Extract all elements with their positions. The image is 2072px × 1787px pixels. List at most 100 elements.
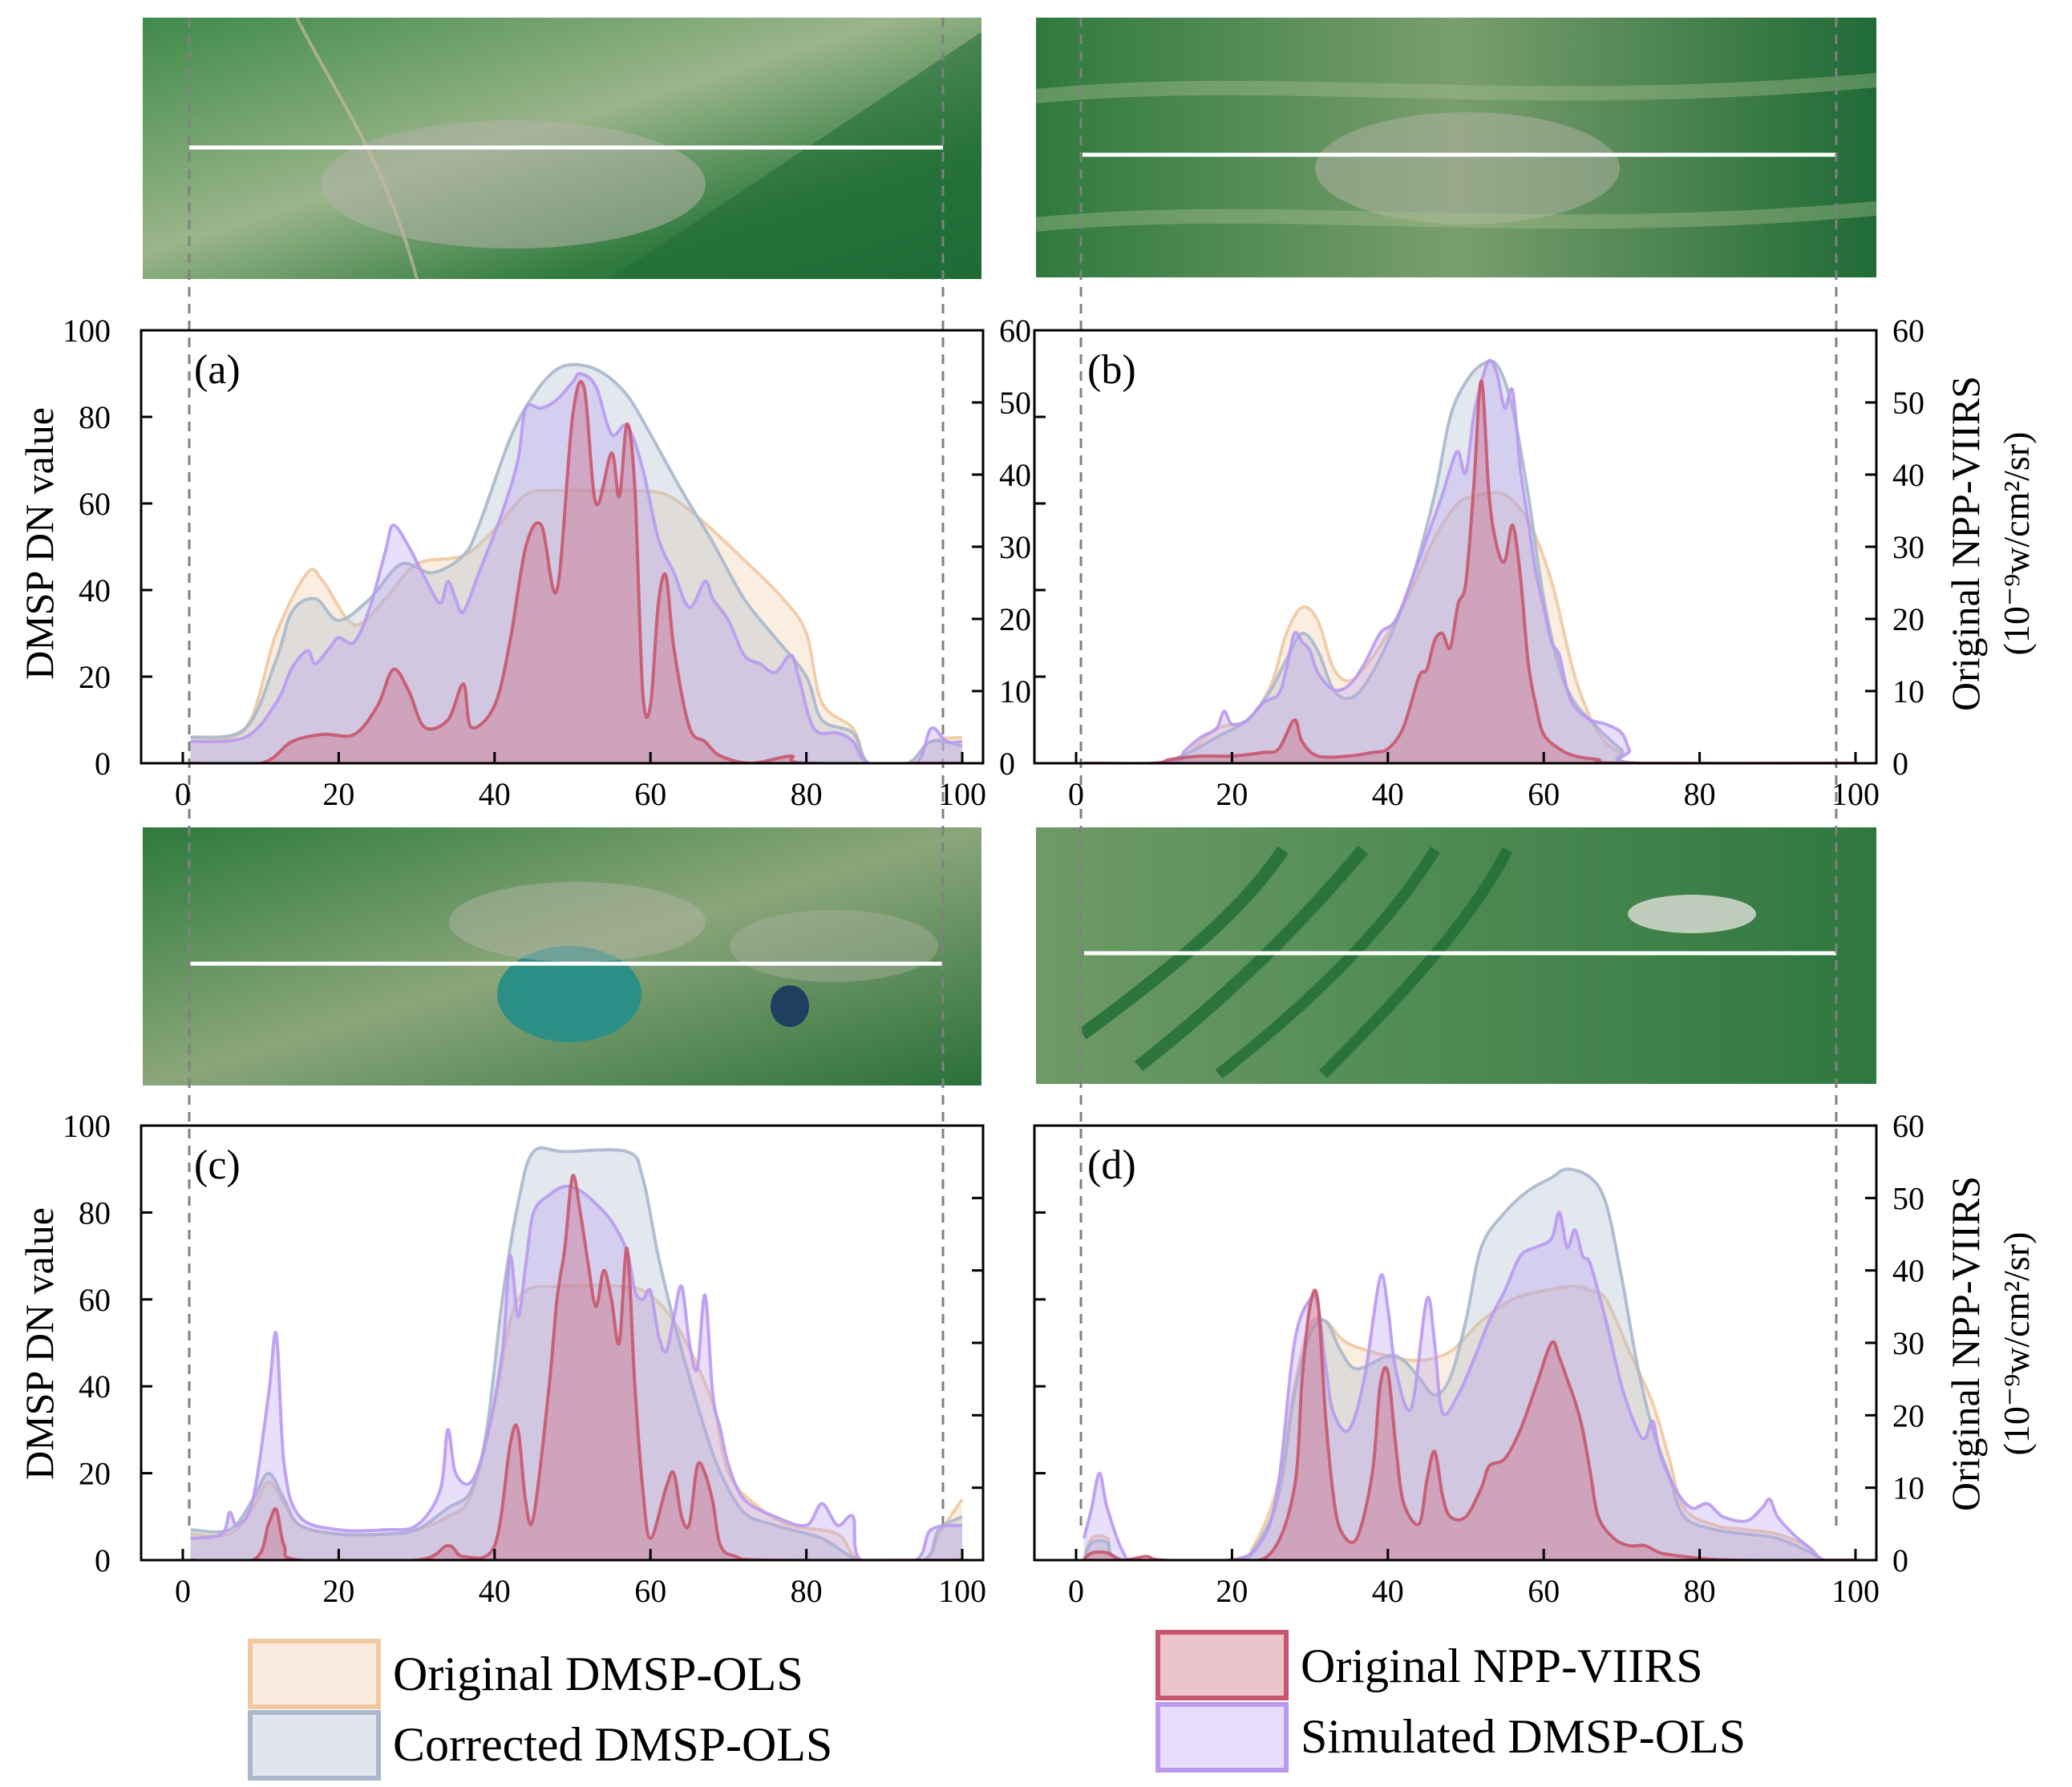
y-tick-label-left: 20 — [79, 1456, 111, 1492]
x-tick-label: 0 — [175, 776, 191, 812]
y-tick-label-left: 100 — [63, 1108, 111, 1144]
y-tick-label-right: 60 — [1892, 313, 1924, 349]
line-original-viirs — [1083, 378, 1855, 763]
y-tick-label-left: 60 — [79, 1282, 111, 1318]
line-original-viirs — [190, 380, 962, 763]
y-tick-label-right: 10 — [1892, 1470, 1924, 1506]
legend-label-corrected-dmsp: Corrected DMSP-OLS — [393, 1718, 832, 1771]
line-simulated-dmsp — [1083, 358, 1855, 763]
y-axis-title-top-right: Original NPP-VIIRS (10⁻⁹w/cm²/sr) — [1943, 376, 2037, 711]
series-areas — [1083, 358, 1855, 763]
x-tick-label: 60 — [634, 776, 666, 812]
y-tick-label-right: 10 — [999, 673, 1031, 710]
panel-label: (d) — [1087, 1142, 1136, 1188]
line-simulated-dmsp — [1082, 1211, 1855, 1560]
y-tick-label-right: 50 — [1892, 385, 1924, 421]
legend-swatch-original-viirs — [1155, 1630, 1289, 1700]
x-tick-label: 40 — [479, 1573, 511, 1609]
right-axis-title-line1: Original NPP-VIIRS — [1943, 376, 1988, 711]
legend-item-simulated-dmsp: Simulated DMSP-OLS — [1155, 1702, 1746, 1773]
y-axis-title-bottom-left: DMSP DN value — [17, 1207, 62, 1480]
area-original-dmsp — [190, 1285, 962, 1560]
x-tick-label: 60 — [1528, 1573, 1560, 1609]
y-tick-label-right: 0 — [999, 746, 1015, 782]
y-tick-label-right: 30 — [1892, 1325, 1924, 1361]
y-axis-title-bottom-right: Original NPP-VIIRS (10⁻⁹w/cm²/sr) — [1943, 1176, 2037, 1511]
y-tick-label-right: 30 — [1892, 529, 1924, 565]
y-tick-label-right: 0 — [1892, 746, 1908, 782]
legend-item-corrected-dmsp: Corrected DMSP-OLS — [248, 1710, 832, 1781]
y-tick-label-left: 100 — [63, 313, 111, 349]
line-simulated-dmsp — [190, 371, 963, 763]
x-tick-label: 20 — [322, 1573, 354, 1609]
legend-item-original-dmsp: Original DMSP-OLS — [248, 1639, 803, 1709]
area-corrected-dmsp — [190, 364, 962, 763]
y-tick-label-right: 60 — [1892, 1108, 1924, 1144]
y-tick-label-right: 60 — [999, 313, 1031, 349]
y-tick-label-right: 20 — [1892, 601, 1924, 637]
y-tick-label-left: 80 — [79, 399, 111, 435]
x-tick-label: 20 — [1216, 1573, 1248, 1609]
area-original-viirs — [190, 1175, 962, 1560]
x-tick-label: 60 — [634, 1573, 666, 1609]
y-tick-label-right: 20 — [1892, 1397, 1924, 1433]
x-tick-label: 80 — [791, 1573, 823, 1609]
panel-label: (a) — [194, 347, 241, 393]
y-tick-label-left: 40 — [79, 572, 111, 608]
y-tick-label-right: 10 — [1892, 673, 1924, 710]
legend-swatch-corrected-dmsp — [248, 1710, 381, 1781]
x-tick-label: 80 — [791, 776, 823, 812]
right-axis-title-line2: (10⁻⁹w/cm²/sr) — [1996, 1232, 2037, 1456]
area-original-viirs — [190, 382, 962, 763]
series-areas — [190, 1146, 964, 1560]
area-simulated-dmsp — [190, 1186, 962, 1560]
panel-a: 0 20 40 60 80 100 0 20 40 60 80 100 0 10 20 30 40 50 60 (a) — [63, 313, 1031, 812]
satellite-image-c — [143, 827, 981, 1086]
x-tick-label: 100 — [938, 776, 986, 812]
y-tick-label-right: 50 — [999, 385, 1031, 421]
y-tick-label-left: 20 — [79, 659, 111, 695]
x-tick-label: 20 — [322, 776, 354, 812]
x-tick-label: 60 — [1528, 776, 1560, 812]
legend: Original DMSP-OLS Corrected DMSP-OLS Ori… — [248, 1630, 1746, 1781]
line-corrected-dmsp — [1083, 359, 1855, 763]
satellite-image-d — [1036, 827, 1876, 1084]
x-tick-label: 40 — [1372, 1573, 1404, 1609]
legend-swatch-original-dmsp — [248, 1639, 381, 1709]
legend-label-original-viirs: Original NPP-VIIRS — [1301, 1639, 1703, 1692]
x-tick-label: 0 — [1068, 1573, 1084, 1609]
y-tick-label-right: 50 — [1892, 1180, 1924, 1216]
area-simulated-dmsp — [1083, 1212, 1855, 1560]
legend-item-original-viirs: Original NPP-VIIRS — [1155, 1630, 1703, 1700]
x-tick-label: 0 — [175, 1573, 191, 1609]
y-tick-label-left: 80 — [79, 1195, 111, 1231]
line-original-viirs — [190, 1174, 962, 1560]
y-tick-label-right: 0 — [1892, 1542, 1908, 1579]
area-corrected-dmsp — [1083, 361, 1855, 763]
satellite-image-a — [143, 17, 981, 280]
right-axis-title-line1: Original NPP-VIIRS — [1943, 1176, 1988, 1511]
area-original-viirs — [1083, 380, 1855, 763]
legend-swatch-simulated-dmsp — [1155, 1702, 1289, 1773]
x-tick-label: 100 — [1831, 1573, 1880, 1609]
line-original-dmsp — [190, 488, 963, 763]
line-original-dmsp — [1082, 1284, 1855, 1560]
x-tick-label: 40 — [479, 776, 511, 812]
y-tick-label-right: 40 — [1892, 1253, 1924, 1289]
y-tick-label-left: 0 — [95, 746, 111, 782]
y-axis-title-top-left: DMSP DN value — [17, 407, 62, 680]
x-tick-label: 40 — [1372, 776, 1404, 812]
line-corrected-dmsp — [190, 362, 963, 763]
panel-label: (b) — [1087, 347, 1136, 393]
x-tick-label: 20 — [1216, 776, 1248, 812]
x-tick-label: 0 — [1068, 776, 1084, 812]
y-tick-label-right: 40 — [999, 457, 1031, 493]
series-areas — [190, 362, 963, 763]
line-corrected-dmsp — [190, 1146, 963, 1560]
line-original-viirs — [1083, 1288, 1855, 1560]
x-tick-label: 80 — [1684, 1573, 1716, 1609]
series-areas — [1082, 1167, 1855, 1560]
legend-label-simulated-dmsp: Simulated DMSP-OLS — [1301, 1710, 1746, 1763]
y-tick-label-left: 60 — [79, 486, 111, 522]
